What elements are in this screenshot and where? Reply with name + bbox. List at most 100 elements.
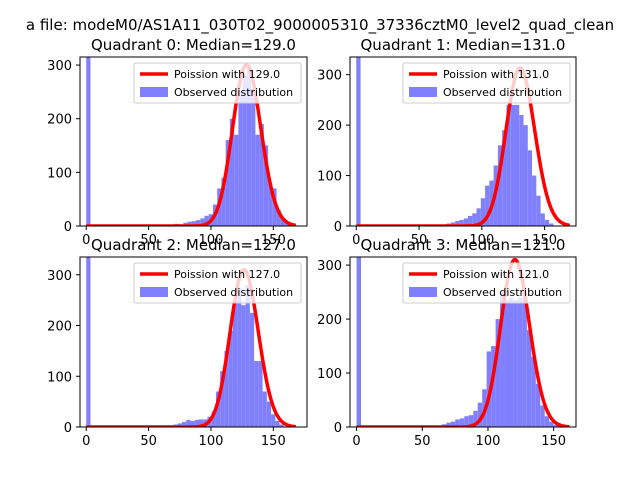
x-tick-label: 0: [82, 233, 90, 248]
y-tick-label: 300: [317, 259, 342, 274]
y-tick-label: 200: [47, 113, 72, 128]
x-tick-label: 50: [411, 233, 428, 248]
histogram-bar: [468, 215, 473, 226]
legend: Poission with 131.0 Observed distribution: [402, 62, 571, 104]
histogram-bar: [517, 297, 523, 427]
histogram-bar: [224, 350, 229, 427]
histogram-bar: [221, 177, 226, 226]
legend-swatch-observed: [140, 87, 168, 97]
histogram-bar: [446, 422, 451, 427]
histogram-bar: [182, 421, 187, 427]
figure-suptitle: a file: modeM0/AS1A11_030T02_9000005310_…: [26, 16, 614, 35]
histogram-bar: [495, 319, 501, 427]
x-tick-label: 150: [261, 434, 286, 449]
subplot-quadrant-3: Quadrant 3: Median=121.00 50 100 1500100200…: [317, 236, 577, 449]
y-tick-label: 300: [47, 269, 72, 284]
histogram-bar: [544, 219, 550, 226]
histogram-bar: [251, 89, 256, 226]
histogram-bar: [241, 305, 246, 427]
axes-frame: [349, 56, 577, 227]
histogram-bar: [272, 188, 277, 226]
histogram-bar: [258, 361, 263, 427]
histogram-bar: [500, 292, 505, 427]
histogram-bar: [242, 75, 247, 226]
histogram-bar: [255, 134, 260, 226]
histogram-bar: [523, 125, 528, 226]
histogram-bar: [508, 297, 514, 427]
legend-label-poisson: Poission with 121.0: [443, 268, 549, 281]
histogram-bar: [229, 118, 235, 226]
histogram-bar: [526, 329, 532, 427]
legend-label-observed: Observed distribution: [174, 286, 293, 299]
histogram-bar: [549, 223, 554, 226]
histogram-bar: [455, 419, 460, 427]
histogram-bar: [514, 104, 520, 226]
histogram-bar: [506, 104, 511, 226]
histogram-bar: [549, 421, 554, 427]
histogram-bar: [450, 222, 456, 226]
subplot-quadrant-0: Quadrant 0: Median=129.0 0 50 100 150 0 100 200…: [47, 36, 308, 248]
histogram-bar: [190, 420, 195, 427]
x-tick-label: 50: [140, 233, 157, 248]
histogram-bar: [473, 410, 478, 427]
y-tick-label: 0: [334, 220, 342, 235]
x-tick-label: 150: [261, 233, 286, 248]
histogram-bar: [491, 346, 496, 427]
y-tick-label: 200: [47, 320, 72, 335]
x-tick-label: 0: [82, 434, 90, 449]
histogram-bar: [177, 423, 183, 427]
histogram-bar: [532, 175, 537, 226]
histogram-bar: [356, 57, 361, 226]
legend-box: [133, 262, 302, 304]
histogram-bar: [450, 421, 456, 427]
histogram-bar: [262, 391, 267, 427]
histogram-bar: [191, 221, 196, 226]
legend: Poission with 121.0 Observed distribution: [402, 262, 571, 304]
subplot-grid: Quadrant 0: Median=129.0 0 50 100 150 0 100 200…: [47, 36, 577, 449]
histogram-bar: [195, 220, 201, 226]
x-tick-label: 100: [199, 233, 224, 248]
histogram-bar: [249, 312, 255, 427]
histogram-bar: [187, 221, 192, 226]
histogram-bar: [237, 287, 242, 427]
histogram-bar: [459, 219, 464, 226]
histogram-bar: [477, 402, 483, 427]
legend: Poission with 129.0 Observed distribution: [133, 62, 302, 104]
x-tick-label: 0: [352, 434, 360, 449]
subplot-title: Quadrant 2: Median=127.0: [91, 236, 296, 254]
x-tick-label: 100: [469, 233, 494, 248]
histogram-bar: [540, 213, 545, 226]
subplot-quadrant-1: Quadrant 1: Median=131.0 0 50 100 150 0 100 200…: [317, 36, 577, 248]
histogram-bar: [225, 140, 230, 226]
y-tick-label: 100: [317, 367, 342, 382]
x-tick-label: 100: [476, 434, 501, 449]
subplot-title: Quadrant 1: Median=131.0: [361, 36, 566, 54]
histogram-bar: [228, 330, 233, 427]
histogram-bar: [280, 217, 286, 226]
histogram-bar: [186, 419, 191, 427]
histogram-bar: [476, 208, 481, 226]
histogram-bar: [259, 124, 264, 226]
histogram-bar: [215, 391, 221, 427]
histogram-bar: [266, 401, 272, 427]
histogram-bar: [464, 416, 469, 427]
histogram-bar: [86, 57, 91, 226]
histogram-bar: [268, 183, 273, 226]
histogram-bar: [279, 424, 284, 427]
axes-frame: [349, 256, 577, 428]
histogram-bar: [510, 104, 515, 226]
histogram-bar: [497, 145, 503, 226]
y-tick-label: 100: [47, 370, 72, 385]
histogram-bar: [238, 91, 243, 226]
histogram-bar: [553, 424, 559, 427]
legend-box: [402, 62, 571, 104]
y-tick-label: 200: [317, 119, 342, 134]
histogram-bar: [276, 209, 281, 226]
histogram-bar: [220, 371, 225, 427]
histogram-bar: [527, 150, 533, 226]
axes-frame: [79, 256, 308, 428]
subplot-quadrant-2: Quadrant 2: Median=127.00 50 100 1500100200…: [47, 236, 308, 449]
histogram-bar: [463, 218, 469, 226]
histogram-bar: [263, 145, 269, 226]
